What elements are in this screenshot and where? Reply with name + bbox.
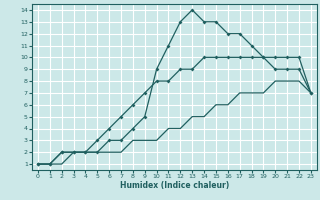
X-axis label: Humidex (Indice chaleur): Humidex (Indice chaleur) (120, 181, 229, 190)
